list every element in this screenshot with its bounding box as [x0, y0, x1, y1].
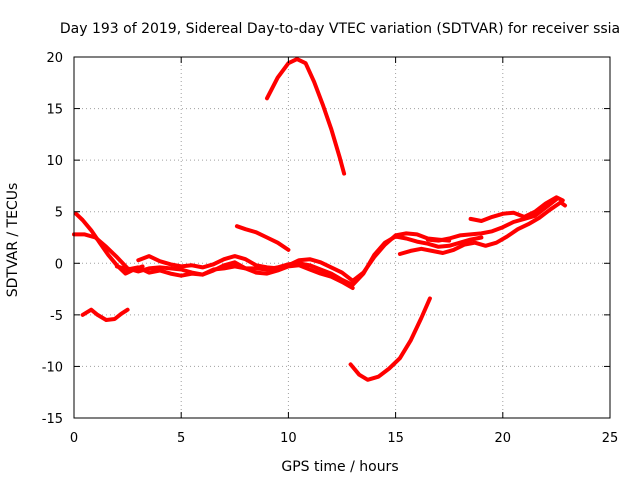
series-arc-early-drop — [74, 211, 145, 276]
ticks — [73, 56, 611, 419]
x-tick-label: 15 — [387, 431, 404, 446]
series-layer — [72, 57, 567, 382]
series-arc-negative-early — [80, 307, 130, 322]
y-tick-label: 0 — [55, 257, 63, 272]
series-arc-evening-a — [234, 224, 291, 252]
y-tick-label: 20 — [46, 51, 63, 66]
series-arc-high-peak — [265, 57, 347, 176]
x-tick-label: 20 — [495, 431, 512, 446]
y-tick-label: 10 — [46, 154, 63, 169]
series-arc-main-b — [114, 260, 355, 290]
series-arc-main-c — [136, 231, 452, 283]
y-tick-label: -5 — [50, 309, 63, 324]
y-tick-label: 5 — [55, 206, 63, 221]
chart-title: Day 193 of 2019, Sidereal Day-to-day VTE… — [60, 21, 620, 37]
series-arc-late-top — [468, 195, 565, 223]
x-tick-label: 0 — [70, 431, 78, 446]
tick-labels: 0 5 10 15 20 25 -15 -10 -5 0 5 10 15 20 — [42, 51, 619, 446]
x-tick-label: 5 — [177, 431, 185, 446]
plot-frame — [73, 56, 611, 419]
x-tick-label: 25 — [602, 431, 619, 446]
y-tick-label: 15 — [46, 103, 63, 118]
x-tick-label: 10 — [280, 431, 297, 446]
series-arc-late-rise — [397, 200, 567, 256]
series-arc-late-mid — [425, 197, 559, 243]
grid — [74, 57, 610, 418]
series-arc-low-dip — [348, 296, 432, 382]
y-tick-label: -15 — [42, 412, 63, 427]
x-axis-label: GPS time / hours — [281, 459, 398, 475]
y-axis-label: SDTVAR / TECUs — [5, 183, 21, 298]
y-tick-label: -10 — [42, 360, 63, 375]
